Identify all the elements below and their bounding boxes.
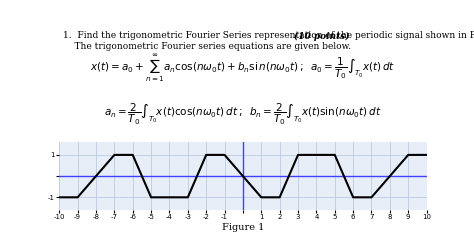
X-axis label: Figure 1: Figure 1 xyxy=(222,223,264,232)
Text: $a_n = \dfrac{2}{T_0}\int_{T_0} x(t)\cos(n\omega_0 t)\,dt\,;\;\; b_n = \dfrac{2}: $a_n = \dfrac{2}{T_0}\int_{T_0} x(t)\cos… xyxy=(104,102,382,127)
Text: (10 points): (10 points) xyxy=(293,31,349,41)
Text: 1.  Find the trigonometric Fourier Series representation of the periodic signal : 1. Find the trigonometric Fourier Series… xyxy=(63,31,474,51)
Text: $x(t) = a_0 + \sum_{n=1}^{\infty} a_n\cos(n\omega_0 t) + b_n\mathrm{si}\,n(n\ome: $x(t) = a_0 + \sum_{n=1}^{\infty} a_n\co… xyxy=(90,53,396,84)
